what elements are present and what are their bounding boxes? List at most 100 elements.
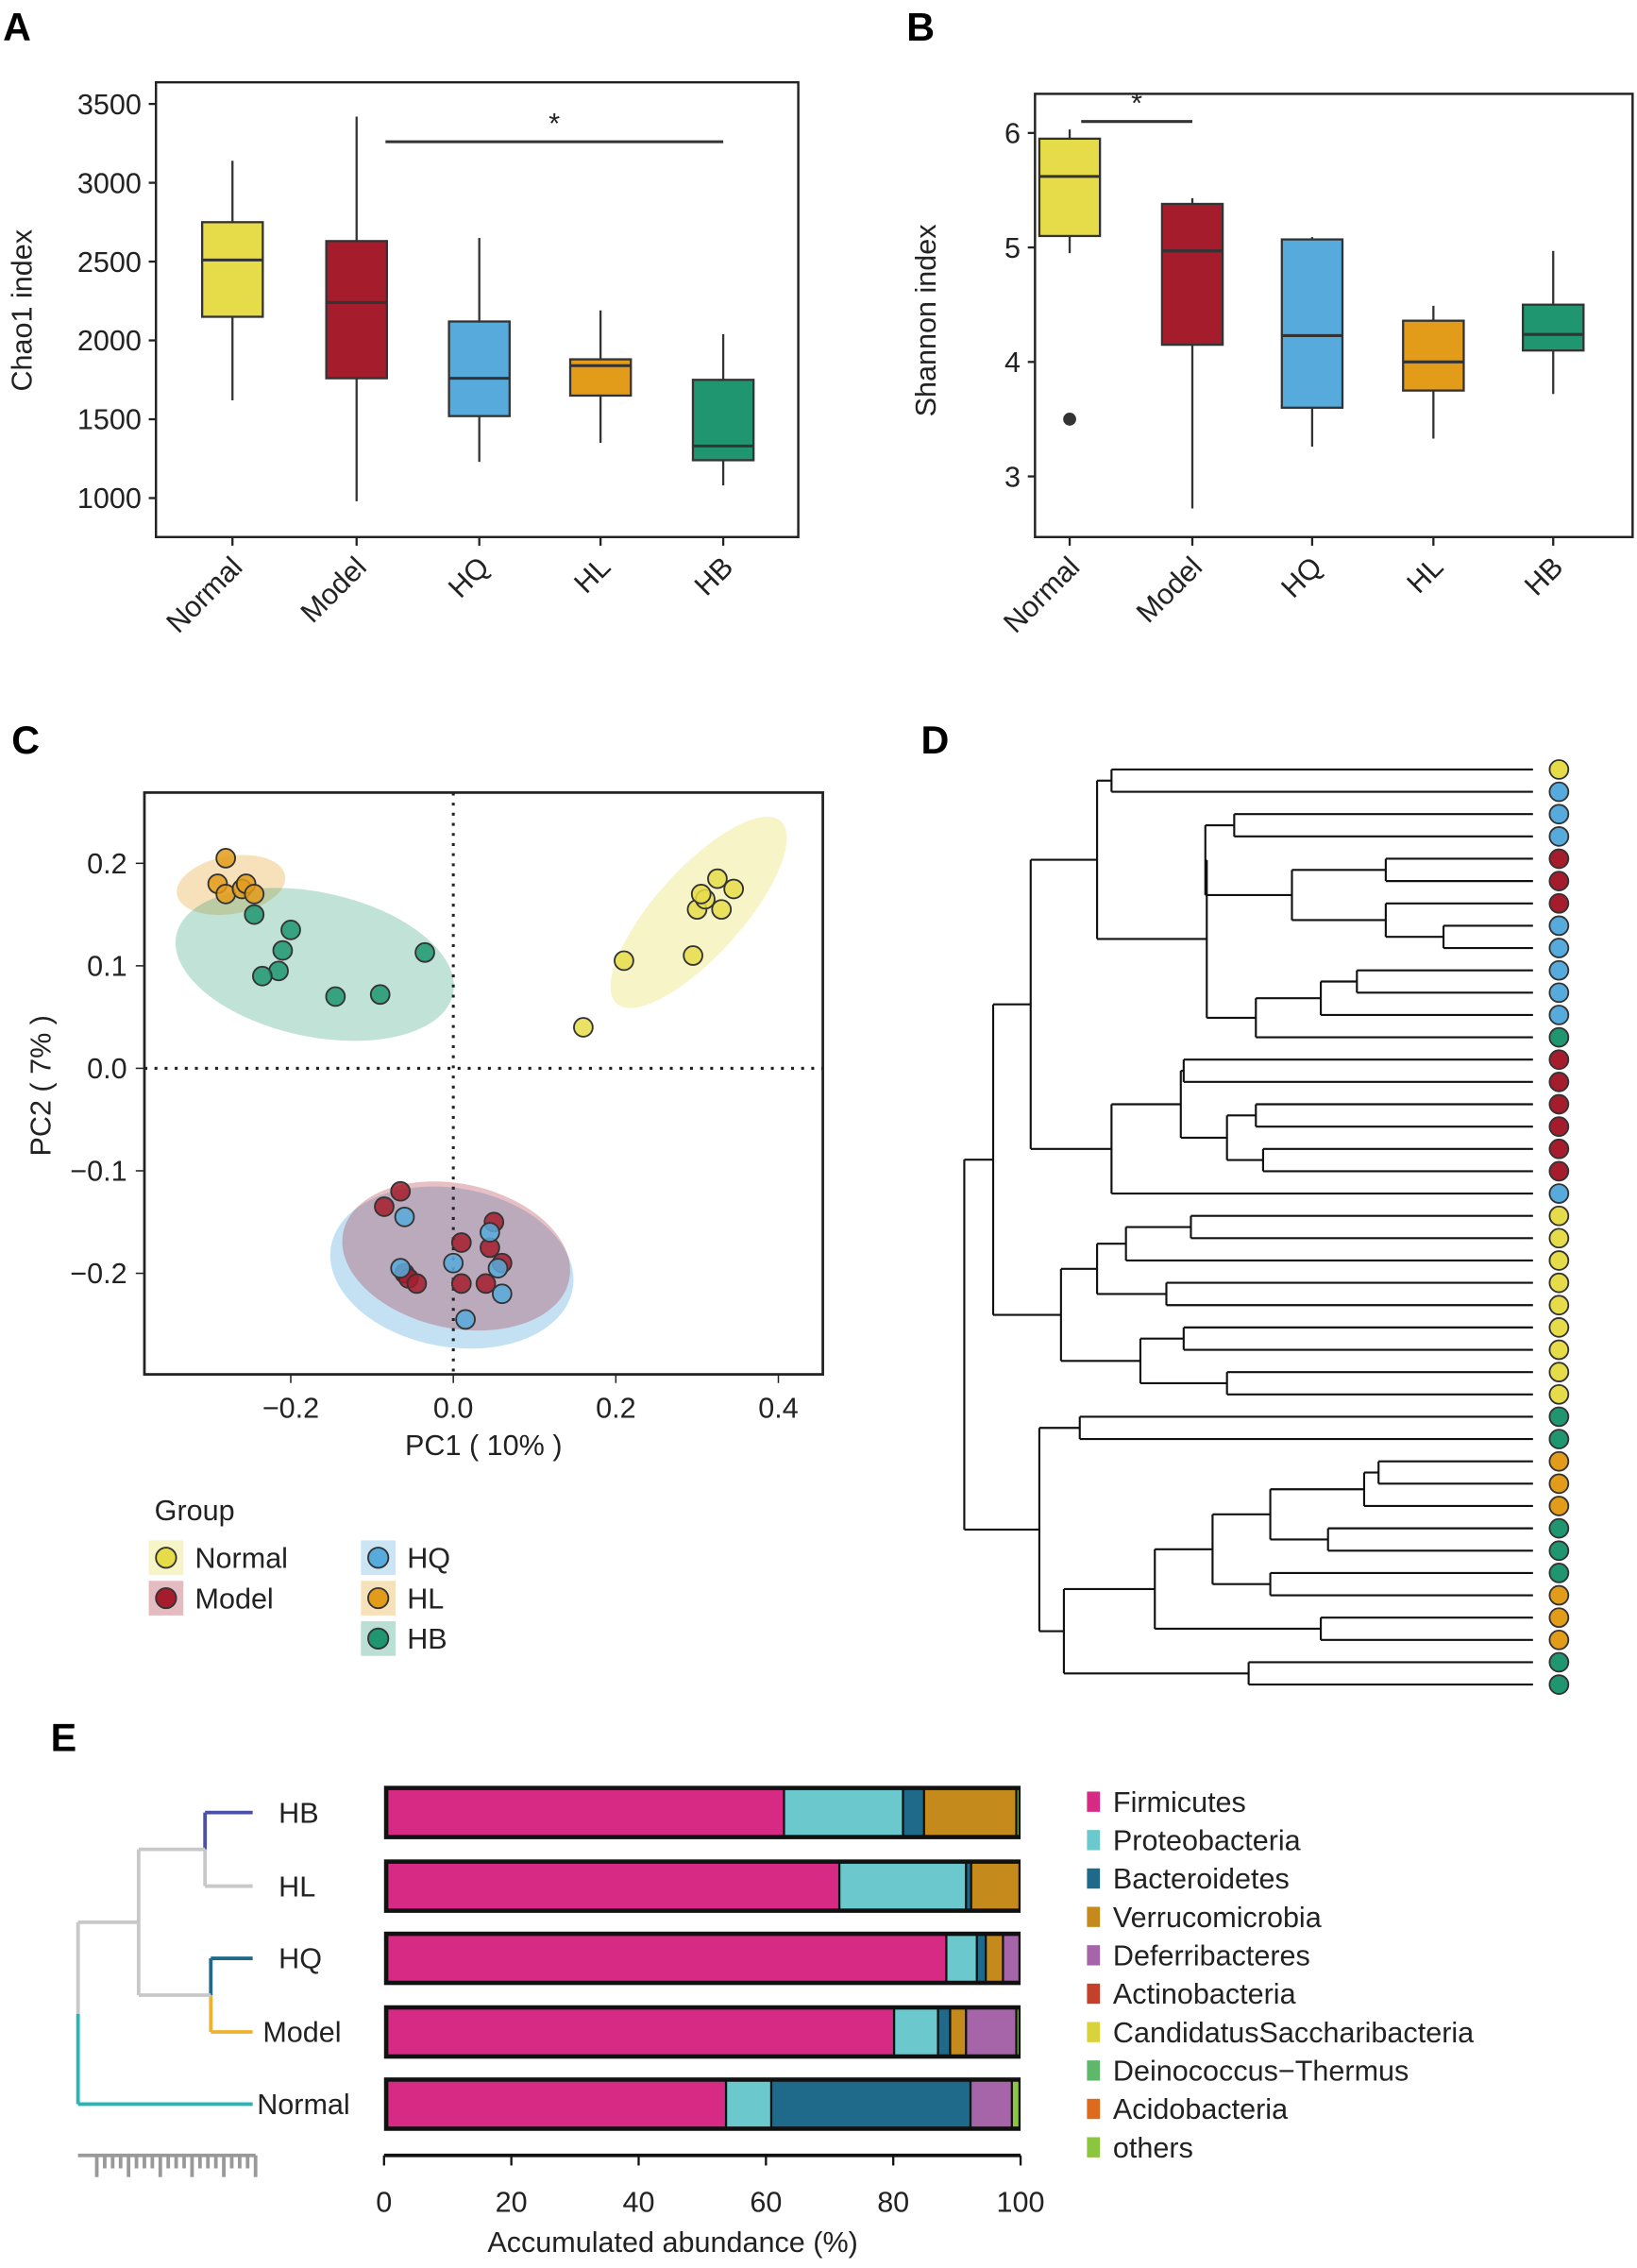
point-normal (723, 878, 745, 900)
x-axis-label: PC1 ( 10% ) (405, 1430, 562, 1462)
legend-label-hq: HQ (407, 1542, 450, 1574)
point-normal (683, 945, 703, 966)
y-tick-label: 1500 (77, 404, 142, 436)
y-axis-label: Chao1 index (7, 229, 39, 392)
leaf-model (1548, 892, 1570, 914)
leaf-hq (1548, 938, 1570, 958)
legend-key-model (155, 1586, 177, 1610)
leaf-normal (1548, 1317, 1570, 1338)
point-hq (487, 1258, 509, 1278)
leaf-hq (1548, 1005, 1570, 1025)
leaf-normal (1548, 1362, 1570, 1383)
x-tick-label: HQ (442, 550, 495, 603)
point-hq (491, 1283, 513, 1305)
x-tick-label: HB (688, 550, 739, 601)
box-hb (691, 379, 755, 462)
point-normal (690, 884, 712, 905)
y-tick-label: 6 (1004, 118, 1021, 150)
panel-a-boxplot: Chao1 index 1000 1500 2000 2500 3000 3500 Norm… (7, 80, 800, 639)
box-hq (447, 320, 511, 417)
x-tick-label: 100 (997, 2186, 1045, 2218)
x-tick-label: Model (295, 550, 373, 629)
leaf-hq (1548, 804, 1570, 825)
x-axis-label: Accumulated abundance (%) (487, 2226, 857, 2259)
leaf-hb (1548, 1406, 1570, 1428)
y-tick-label: 1000 (77, 482, 142, 515)
box-normal (1038, 137, 1102, 238)
y-tick-label: 0.1 (87, 951, 127, 983)
bar-segment-others (1017, 2009, 1019, 2055)
outlier-point (1063, 413, 1076, 426)
point-hq (455, 1309, 476, 1330)
point-hb (272, 939, 294, 961)
legend-swatch-proteobacteria (1087, 1830, 1101, 1851)
bar-segment-bacteroidetes (938, 2009, 950, 2055)
leaf-hq (1548, 1183, 1570, 1204)
leaf-model (1548, 871, 1570, 891)
panel-label-d: D (921, 719, 950, 762)
panel-d-dendrogram (963, 759, 1570, 1695)
y-tick-label: 0.2 (87, 848, 127, 880)
significance-label: * (1131, 88, 1142, 120)
panel-label-a: A (3, 6, 31, 49)
bar-segment-verrucomicrobia (971, 1863, 1019, 1909)
y-tick-label: 4 (1004, 347, 1021, 379)
legend-key-normal (155, 1547, 177, 1569)
legend-label: Proteobacteria (1113, 1825, 1301, 1857)
bar-segment-proteobacteria (840, 1863, 966, 1909)
legend-swatch-candidatussaccharibacteria (1087, 2022, 1101, 2042)
y-tick-label: 2500 (77, 246, 142, 279)
leaf-hb (1548, 1540, 1570, 1562)
leaf-normal (1548, 1227, 1570, 1249)
leaf-hl (1548, 1450, 1570, 1472)
panel-c-pca: PC1 ( 10% ) PC2 ( 7% ) Group −0.2 0.0 0.2 0… (25, 791, 824, 1656)
legend-swatch-acidobacteria (1087, 2098, 1101, 2120)
leaf-hq (1548, 959, 1570, 981)
box-model (1160, 202, 1224, 347)
point-normal (614, 950, 634, 972)
y-tick-label: 5 (1004, 232, 1021, 264)
panel-e-stacked-bar: Accumulated abundance (%) HB HL HQ Model Nor… (76, 1786, 1474, 2259)
panel-label-e: E (51, 1717, 77, 1760)
point-model (475, 1273, 497, 1295)
leaf-normal (1548, 1205, 1570, 1227)
leaf-hb (1548, 1026, 1570, 1048)
legend-label: Deferribacteres (1113, 1940, 1310, 1972)
legend-swatch-actinobacteria (1087, 1983, 1101, 2005)
legend-swatch-bacteroidetes (1087, 1868, 1101, 1889)
category-label-normal: Normal (257, 2089, 350, 2121)
x-tick-label: HL (568, 550, 617, 600)
bar-segment-proteobacteria (895, 2009, 937, 2055)
leaf-hb (1548, 1563, 1570, 1583)
leaf-hb (1548, 1517, 1570, 1539)
x-tick-label: HB (1518, 550, 1569, 601)
leaf-hq (1548, 915, 1570, 937)
bar-segment-bacteroidetes (903, 1789, 923, 1836)
point-normal (711, 899, 733, 921)
leaf-normal (1548, 759, 1570, 780)
leaf-model (1548, 1072, 1570, 1092)
legend-label: Firmicutes (1113, 1786, 1246, 1819)
point-hb (252, 965, 273, 987)
point-hb (369, 984, 391, 1006)
point-hq (394, 1206, 415, 1227)
legend-title: Group (155, 1495, 235, 1527)
plot-frame (143, 791, 824, 1376)
legend-key-hb (367, 1627, 390, 1650)
legend-label: CandidatusSaccharibacteria (1113, 2017, 1474, 2049)
legend-swatch-deferribacteres (1087, 1945, 1101, 1966)
box-model (325, 240, 388, 380)
bar-segment-proteobacteria (727, 2081, 770, 2127)
leaf-model (1548, 1049, 1570, 1071)
point-hq (390, 1258, 412, 1278)
point-hb (325, 986, 346, 1007)
leaf-model (1548, 1138, 1570, 1159)
point-model (390, 1180, 412, 1202)
leaf-model (1548, 848, 1570, 870)
bar-segment-deferribacteres (967, 2009, 1016, 2055)
leaf-hl (1548, 1629, 1570, 1650)
bar-segment-firmicutes (388, 1789, 784, 1836)
bar-segment-firmicutes (388, 1936, 946, 1981)
box-hq (1280, 238, 1344, 409)
bar-segment-others (1017, 1789, 1019, 1836)
